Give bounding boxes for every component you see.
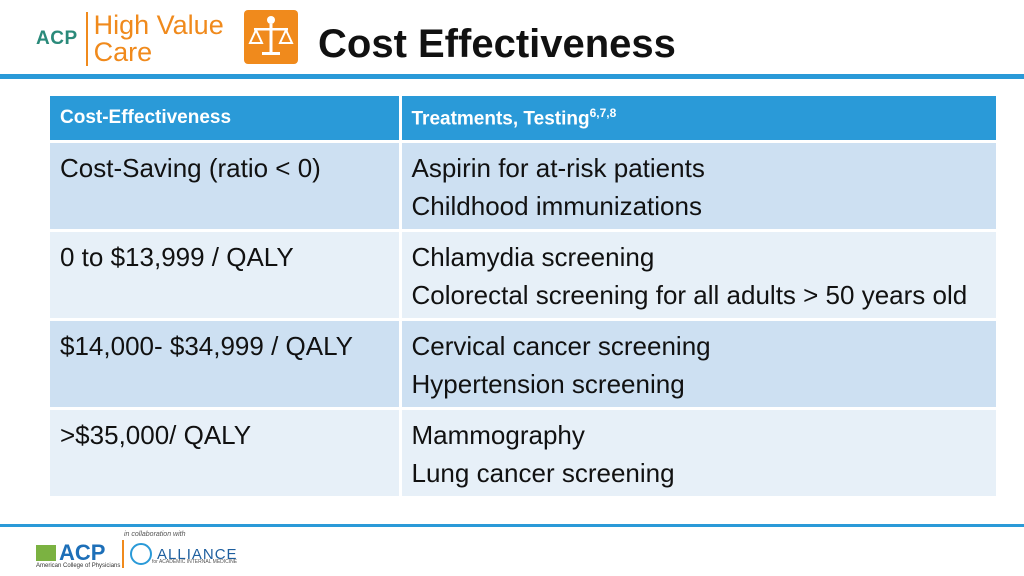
cost-effectiveness-table: Cost-Effectiveness Treatments, Testing6,… [50, 96, 999, 499]
treatments-cell: Chlamydia screening Colorectal screening… [400, 230, 999, 321]
treatment-item: Hypertension screening [411, 369, 685, 399]
treatments-cell: Aspirin for at-risk patients Childhood i… [400, 141, 999, 232]
header-cost-effectiveness: Cost-Effectiveness [50, 96, 402, 143]
treatment-item: Cervical cancer screening [411, 331, 711, 361]
table-header-row: Cost-Effectiveness Treatments, Testing6,… [50, 96, 999, 143]
treatment-item: Lung cancer screening [411, 458, 675, 488]
logo-brand-line2: Care [93, 37, 153, 67]
treatment-item: Colorectal screening for all adults > 50… [411, 280, 968, 310]
alliance-divider [122, 540, 124, 568]
treatments-cell: Cervical cancer screening Hypertension s… [400, 319, 999, 410]
alliance-label: ALLIANCE [157, 545, 238, 563]
treatment-item: Chlamydia screening [411, 242, 655, 272]
alliance-subtitle: for ACADEMIC INTERNAL MEDICINE [152, 559, 238, 565]
acp-footer-logo: ACP [36, 540, 105, 566]
treatment-item: Childhood immunizations [411, 191, 702, 221]
acp-footer-label: ACP [59, 540, 106, 565]
table-row: $14,000- $34,999 / QALY Cervical cancer … [50, 319, 999, 410]
table-row: 0 to $13,999 / QALY Chlamydia screening … [50, 230, 999, 321]
table-row: >$35,000/ QALY Mammography Lung cancer s… [50, 408, 999, 499]
header-treatments-testing: Treatments, Testing6,7,8 [400, 96, 999, 143]
treatment-item: Mammography [411, 420, 585, 450]
logo-divider [85, 12, 88, 66]
alliance-circle-icon [130, 543, 152, 565]
logo-brand: High Value Care [94, 12, 224, 66]
table-row: Cost-Saving (ratio < 0) Aspirin for at-r… [50, 141, 999, 232]
logo-acp-text: ACP [36, 28, 78, 49]
cost-range-cell: $14,000- $34,999 / QALY [50, 319, 402, 410]
page-title: Cost Effectiveness [318, 22, 676, 66]
scale-icon [244, 10, 298, 64]
acp-footer-subtitle: American College of Physicians [36, 563, 121, 569]
alliance-logo: ALLIANCE [122, 540, 238, 568]
collaboration-note: in collaboration with [124, 531, 186, 538]
treatment-item: Aspirin for at-risk patients [411, 153, 705, 183]
acp-badge-icon [36, 545, 56, 561]
high-value-care-logo: ACP High Value Care [36, 10, 224, 68]
cost-range-cell: Cost-Saving (ratio < 0) [50, 141, 402, 232]
logo-brand-line1: High Value [93, 10, 224, 40]
header-divider [0, 74, 1024, 79]
treatments-cell: Mammography Lung cancer screening [400, 408, 999, 499]
cost-range-cell: >$35,000/ QALY [50, 408, 402, 499]
header-citation: 6,7,8 [589, 105, 617, 120]
footer-divider [0, 524, 1024, 527]
cost-range-cell: 0 to $13,999 / QALY [50, 230, 402, 321]
